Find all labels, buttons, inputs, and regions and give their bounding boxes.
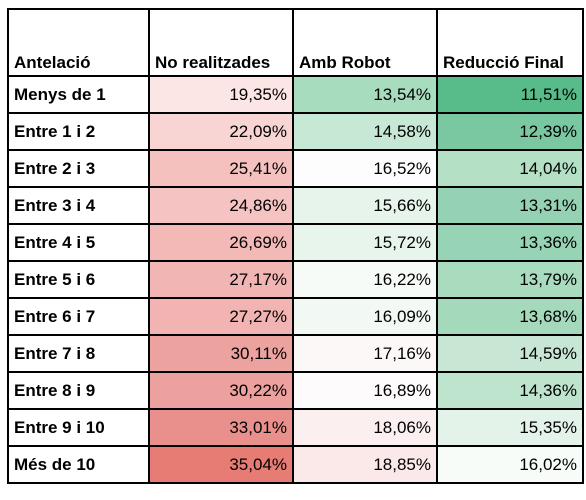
- row-label-cell[interactable]: Entre 3 i 4: [7, 186, 150, 225]
- table-row: Entre 2 i 3 25,41% 16,52% 14,04%: [7, 149, 584, 188]
- row-label-cell[interactable]: Entre 2 i 3: [7, 149, 150, 188]
- cell-reduccio-final[interactable]: 13,36%: [436, 223, 584, 262]
- cell-no-realitzades[interactable]: 26,69%: [148, 223, 294, 262]
- row-label-cell[interactable]: Menys de 1: [7, 75, 150, 114]
- cell-amb-robot[interactable]: 16,89%: [292, 371, 438, 410]
- cell-no-realitzades[interactable]: 33,01%: [148, 408, 294, 447]
- cell-amb-robot[interactable]: 15,66%: [292, 186, 438, 225]
- header-amb-robot[interactable]: Amb Robot: [292, 8, 438, 77]
- row-label-cell[interactable]: Entre 7 i 8: [7, 334, 150, 373]
- row-label-cell[interactable]: Més de 10: [7, 445, 150, 484]
- cell-no-realitzades[interactable]: 35,04%: [148, 445, 294, 484]
- row-label-cell[interactable]: Entre 6 i 7: [7, 297, 150, 336]
- cell-amb-robot[interactable]: 15,72%: [292, 223, 438, 262]
- cell-no-realitzades[interactable]: 27,27%: [148, 297, 294, 336]
- table-row: Menys de 1 19,35% 13,54% 11,51%: [7, 75, 584, 114]
- cell-reduccio-final[interactable]: 13,68%: [436, 297, 584, 336]
- table-row: Entre 3 i 4 24,86% 15,66% 13,31%: [7, 186, 584, 225]
- cell-amb-robot[interactable]: 17,16%: [292, 334, 438, 373]
- header-no-realitzades[interactable]: No realitzades: [148, 8, 294, 77]
- cell-amb-robot[interactable]: 18,06%: [292, 408, 438, 447]
- table-row: Més de 10 35,04% 18,85% 16,02%: [7, 445, 584, 484]
- cell-amb-robot[interactable]: 18,85%: [292, 445, 438, 484]
- cell-amb-robot[interactable]: 16,09%: [292, 297, 438, 336]
- table-row: Entre 1 i 2 22,09% 14,58% 12,39%: [7, 112, 584, 151]
- row-label-cell[interactable]: Entre 8 i 9: [7, 371, 150, 410]
- cell-amb-robot[interactable]: 16,52%: [292, 149, 438, 188]
- row-label-cell[interactable]: Entre 5 i 6: [7, 260, 150, 299]
- cell-reduccio-final[interactable]: 14,36%: [436, 371, 584, 410]
- cell-reduccio-final[interactable]: 15,35%: [436, 408, 584, 447]
- table-row: Entre 4 i 5 26,69% 15,72% 13,36%: [7, 223, 584, 262]
- cell-reduccio-final[interactable]: 13,31%: [436, 186, 584, 225]
- cell-amb-robot[interactable]: 14,58%: [292, 112, 438, 151]
- table-row: Entre 9 i 10 33,01% 18,06% 15,35%: [7, 408, 584, 447]
- table-row: Entre 7 i 8 30,11% 17,16% 14,59%: [7, 334, 584, 373]
- cell-no-realitzades[interactable]: 19,35%: [148, 75, 294, 114]
- table-header: Antelació No realitzades Amb Robot Reduc…: [7, 8, 584, 77]
- row-label-cell[interactable]: Entre 1 i 2: [7, 112, 150, 151]
- cell-reduccio-final[interactable]: 11,51%: [436, 75, 584, 114]
- cell-no-realitzades[interactable]: 27,17%: [148, 260, 294, 299]
- cell-reduccio-final[interactable]: 14,59%: [436, 334, 584, 373]
- row-label-cell[interactable]: Entre 4 i 5: [7, 223, 150, 262]
- table-row: Entre 6 i 7 27,27% 16,09% 13,68%: [7, 297, 584, 336]
- cell-no-realitzades[interactable]: 30,22%: [148, 371, 294, 410]
- cell-no-realitzades[interactable]: 25,41%: [148, 149, 294, 188]
- spreadsheet-table-container: Antelació No realitzades Amb Robot Reduc…: [7, 8, 584, 494]
- cell-amb-robot[interactable]: 13,54%: [292, 75, 438, 114]
- table-row: Entre 8 i 9 30,22% 16,89% 14,36%: [7, 371, 584, 410]
- cell-reduccio-final[interactable]: 14,04%: [436, 149, 584, 188]
- cell-no-realitzades[interactable]: 22,09%: [148, 112, 294, 151]
- header-row: Antelació No realitzades Amb Robot Reduc…: [7, 8, 584, 77]
- cell-amb-robot[interactable]: 16,22%: [292, 260, 438, 299]
- data-table: Antelació No realitzades Amb Robot Reduc…: [7, 8, 584, 484]
- cell-no-realitzades[interactable]: 30,11%: [148, 334, 294, 373]
- cell-reduccio-final[interactable]: 13,79%: [436, 260, 584, 299]
- cell-reduccio-final[interactable]: 12,39%: [436, 112, 584, 151]
- header-reduccio-final[interactable]: Reducció Final: [436, 8, 584, 77]
- table-body: Menys de 1 19,35% 13,54% 11,51% Entre 1 …: [7, 75, 584, 484]
- cell-no-realitzades[interactable]: 24,86%: [148, 186, 294, 225]
- row-label-cell[interactable]: Entre 9 i 10: [7, 408, 150, 447]
- header-antelacio[interactable]: Antelació: [7, 8, 150, 77]
- table-row: Entre 5 i 6 27,17% 16,22% 13,79%: [7, 260, 584, 299]
- cell-reduccio-final[interactable]: 16,02%: [436, 445, 584, 484]
